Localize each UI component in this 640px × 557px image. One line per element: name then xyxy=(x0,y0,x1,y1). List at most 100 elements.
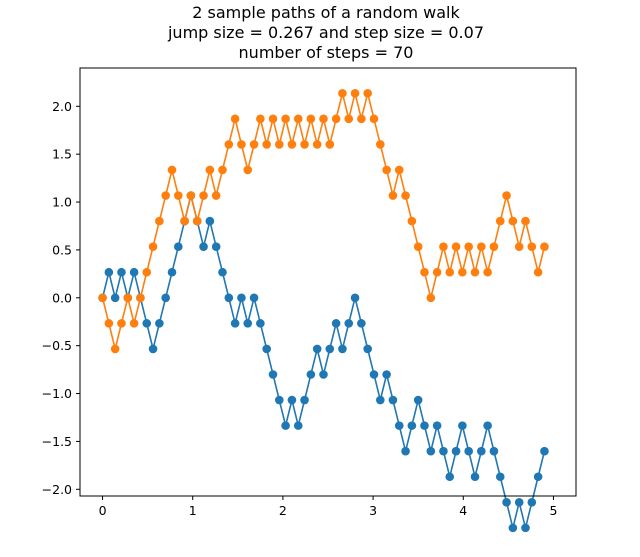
plot-area xyxy=(80,68,576,496)
series-1-point xyxy=(382,370,391,379)
series-1-point xyxy=(268,370,278,379)
series-1-point xyxy=(432,421,442,430)
series-1-point xyxy=(533,472,543,482)
series-2-point xyxy=(540,242,549,251)
series-1-point xyxy=(451,446,461,456)
series-1-point xyxy=(407,421,417,430)
series-1-point xyxy=(350,293,360,303)
series-1-point xyxy=(142,319,152,328)
series-1-point xyxy=(243,319,253,328)
series-2-point xyxy=(148,242,158,251)
series-2-point xyxy=(275,140,284,149)
series-1-point xyxy=(211,242,221,251)
x-tick-label: 5 xyxy=(549,503,557,518)
series-2-point xyxy=(262,140,271,149)
series-2-point xyxy=(369,114,379,124)
series-2-point xyxy=(174,191,183,200)
series-1-point xyxy=(394,421,404,430)
series-1-point xyxy=(325,344,335,354)
series-2-point xyxy=(514,242,524,251)
series-2-point xyxy=(394,165,404,175)
series-1-point xyxy=(413,395,423,405)
series-2-point xyxy=(489,242,499,251)
series-1-point xyxy=(388,395,398,405)
series-1-point xyxy=(161,293,170,303)
chart-title-line-3: number of steps = 70 xyxy=(239,43,414,62)
series-2-point xyxy=(161,191,170,200)
series-2-point xyxy=(495,216,505,226)
series-1-point xyxy=(527,498,537,507)
series-1-point xyxy=(249,293,259,303)
series-1-point xyxy=(230,319,240,328)
series-1-point xyxy=(502,498,511,507)
series-1-point xyxy=(167,267,177,277)
series-1-point xyxy=(117,267,126,277)
y-tick-label: −1.5 xyxy=(42,434,72,449)
series-1-point xyxy=(470,472,480,482)
series-1-point xyxy=(300,395,309,405)
series-1-point xyxy=(521,523,530,533)
series-2-point xyxy=(376,140,385,149)
series-1-point xyxy=(256,319,265,328)
series-2-point xyxy=(533,267,543,277)
series-1-point xyxy=(540,446,549,456)
series-1-point xyxy=(104,267,114,277)
series-2-point xyxy=(407,216,417,226)
series-2-point xyxy=(312,140,322,149)
series-1-point xyxy=(344,319,354,328)
series-2-point xyxy=(426,293,436,303)
x-tick-label: 3 xyxy=(369,503,377,518)
series-2-point xyxy=(117,319,126,328)
x-tick-label: 0 xyxy=(99,503,107,518)
series-1-point xyxy=(458,421,467,430)
series-1-point xyxy=(281,421,290,430)
series-2-point xyxy=(306,114,316,124)
series-1-point xyxy=(312,344,322,354)
series-2-point xyxy=(338,88,347,98)
series-2-point xyxy=(167,165,177,175)
series-1-point xyxy=(218,267,227,277)
series-2-point xyxy=(477,242,486,251)
series-2-point xyxy=(199,191,208,200)
series-2-point xyxy=(363,88,372,98)
y-tick-label: 1.0 xyxy=(52,195,72,210)
series-2-point xyxy=(256,114,265,124)
series-2-point xyxy=(413,242,423,251)
y-tick-label: 1.5 xyxy=(52,147,72,162)
series-1-point xyxy=(477,446,486,456)
series-2-point xyxy=(110,344,120,354)
series-1-point xyxy=(148,344,158,354)
series-2-point xyxy=(218,165,227,175)
series-1-point xyxy=(376,395,385,405)
series-2-point xyxy=(186,191,196,200)
series-2-point xyxy=(344,114,354,124)
plot-frame xyxy=(79,67,577,497)
series-2-point xyxy=(287,140,297,149)
series-2-point xyxy=(439,242,448,251)
series-1-point xyxy=(262,344,271,354)
series-2-point xyxy=(268,114,278,124)
series-1-point xyxy=(508,523,518,533)
series-2-point xyxy=(357,114,366,124)
series-2-point xyxy=(123,293,133,303)
series-2-point xyxy=(502,191,511,200)
series-1-point xyxy=(319,370,328,379)
series-1-point xyxy=(464,446,473,456)
series-2-point xyxy=(388,191,398,200)
x-tick-label: 4 xyxy=(459,503,467,518)
series-2-point xyxy=(325,140,335,149)
series-2-point xyxy=(104,319,114,328)
series-1-point xyxy=(426,446,436,456)
y-axis-ticks: −2.0 −1.5 −1.0 −0.5 0.0 0.5 1.0 1.5 2.0 xyxy=(42,99,80,497)
x-axis-ticks: 0 1 2 3 4 5 xyxy=(99,496,557,518)
chart-title-line-1: 2 sample paths of a random walk xyxy=(192,3,460,22)
series-2-point xyxy=(230,114,240,124)
chart-title-line-2: jump size = 0.267 and step size = 0.07 xyxy=(167,23,484,42)
series-2-point xyxy=(281,114,290,124)
series-2-point xyxy=(180,216,189,226)
series-2-point xyxy=(243,165,253,175)
series-1-point xyxy=(129,267,139,277)
series-2-point xyxy=(129,319,139,328)
series-2-point xyxy=(192,216,202,226)
series-1-point xyxy=(357,319,366,328)
